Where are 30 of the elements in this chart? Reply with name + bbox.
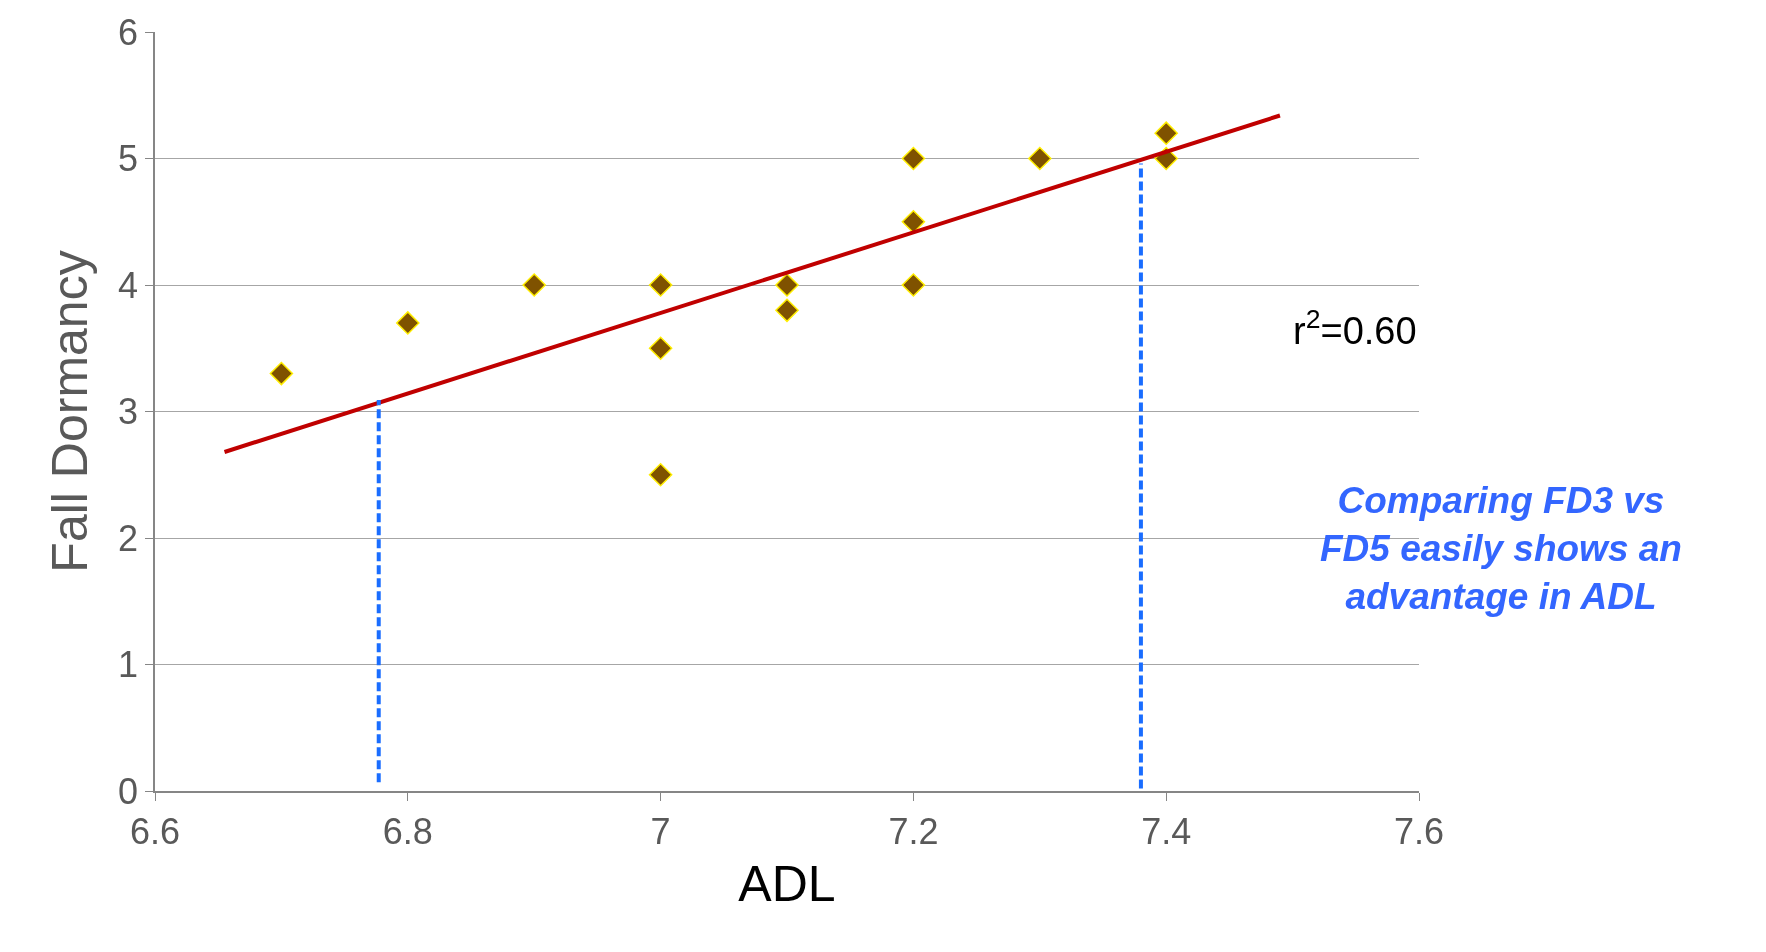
- x-tick-label: 7.4: [1141, 810, 1192, 852]
- annotation: Comparing FD3 vs FD5 easily shows an advantage in ADL: [1320, 480, 1682, 618]
- y-tick-label: 4: [118, 264, 139, 306]
- x-tick-label: 6.8: [382, 810, 433, 852]
- y-tick-label: 3: [118, 391, 139, 433]
- point: [396, 311, 420, 335]
- y-tick-label: 1: [118, 644, 139, 686]
- point: [522, 273, 546, 297]
- point: [269, 361, 294, 386]
- x-tick-label: 7: [650, 810, 671, 852]
- x-tick-label: 7.2: [888, 810, 939, 852]
- y-axis-title: Fall Dormancy: [41, 250, 98, 573]
- point: [901, 146, 926, 171]
- annotation: r$^{2}$=0.60: [1293, 304, 1417, 352]
- point: [901, 209, 926, 234]
- point: [775, 273, 799, 297]
- y-tick-label: 6: [118, 11, 139, 53]
- y-tick-label: 2: [118, 517, 139, 559]
- point: [648, 462, 673, 487]
- x-axis-title: ADL: [738, 855, 836, 912]
- point: [1028, 146, 1052, 171]
- x-tick-label: 6.6: [129, 810, 181, 852]
- x-tick-label: 7.6: [1393, 810, 1445, 852]
- point: [648, 336, 673, 361]
- point: [775, 298, 799, 323]
- y-tick-label: 5: [118, 138, 139, 180]
- point: [648, 273, 673, 297]
- y-tick-label: 0: [118, 770, 139, 812]
- point: [901, 273, 926, 297]
- point: [1154, 121, 1178, 145]
